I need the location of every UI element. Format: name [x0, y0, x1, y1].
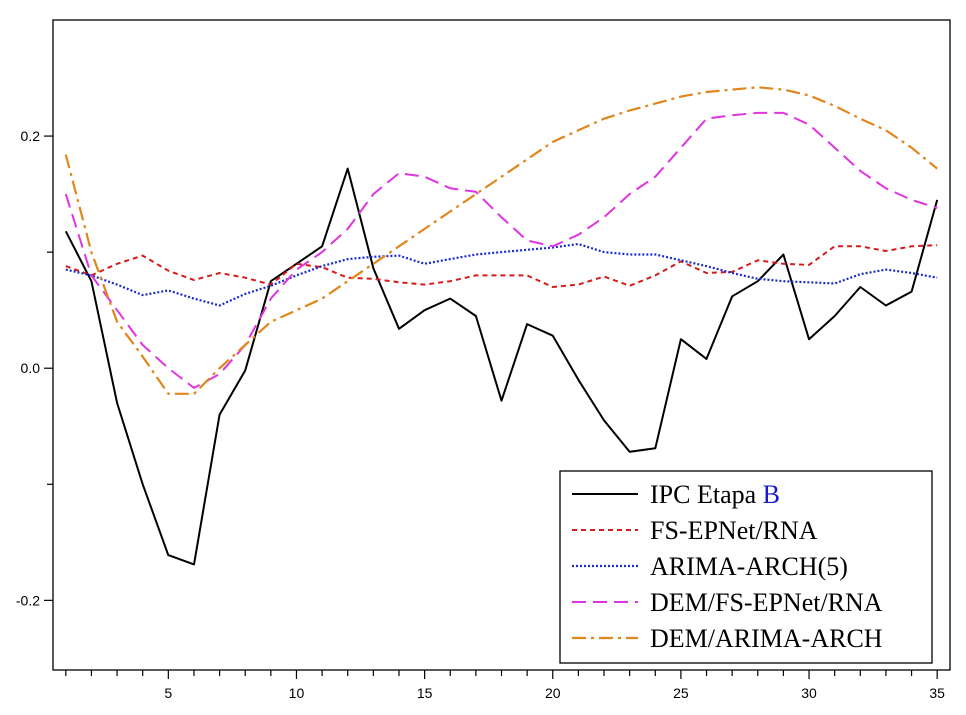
legend-label-text: IPC Etapa — [650, 480, 757, 509]
legend-items: IPC Etapa B FS-EPNet/RNA ARIMA-ARCH(5) DEM/… — [572, 480, 883, 653]
legend-label-suffix: B — [756, 480, 780, 509]
legend-label-text: ARIMA-ARCH(5) — [650, 552, 848, 581]
series-line-5 — [64, 86, 938, 395]
legend-label-text: DEM/ARIMA-ARCH — [650, 624, 883, 653]
series-line-1 — [64, 167, 939, 566]
x-tick-label: 10 — [289, 685, 305, 701]
x-axis: 5 10 15 20 25 30 35 — [65, 670, 945, 701]
series-line-3 — [65, 242, 938, 307]
legend-label: FS-EPNet/RNA — [650, 516, 818, 545]
legend-label: DEM/ARIMA-ARCH — [650, 624, 883, 653]
legend-label: IPC Etapa B — [650, 480, 780, 509]
series-line-4 — [64, 111, 938, 389]
legend: IPC Etapa B FS-EPNet/RNA ARIMA-ARCH(5) DEM/… — [559, 470, 933, 664]
series-lines — [64, 86, 939, 566]
legend-label: DEM/FS-EPNet/RNA — [650, 588, 883, 617]
y-tick-label: -0.2 — [16, 592, 40, 608]
legend-label-text: DEM/FS-EPNet/RNA — [650, 588, 883, 617]
legend-label: ARIMA-ARCH(5) — [650, 552, 848, 581]
y-tick-label: 0.0 — [21, 360, 41, 376]
x-tick-label: 5 — [164, 685, 172, 701]
x-tick-label: 15 — [417, 685, 433, 701]
legend-label-text: FS-EPNet/RNA — [650, 516, 818, 545]
series-line-2 — [65, 244, 938, 288]
x-tick-label: 35 — [929, 685, 945, 701]
x-tick-label: 30 — [801, 685, 817, 701]
y-axis: 0.2 0.0 -0.2 — [16, 128, 53, 608]
x-tick-label: 20 — [545, 685, 561, 701]
y-tick-label: 0.2 — [21, 128, 41, 144]
x-tick-label: 25 — [673, 685, 689, 701]
